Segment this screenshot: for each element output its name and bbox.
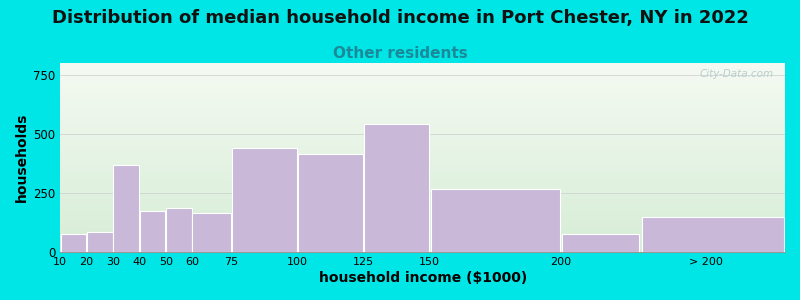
- Y-axis label: households: households: [15, 113, 29, 202]
- Bar: [430, 189, 560, 252]
- Bar: [193, 213, 231, 252]
- Bar: [140, 211, 166, 252]
- Bar: [298, 154, 362, 252]
- Bar: [642, 217, 783, 252]
- Text: City-Data.com: City-Data.com: [700, 69, 774, 79]
- Bar: [87, 232, 113, 252]
- Bar: [114, 165, 139, 252]
- Bar: [364, 124, 429, 252]
- Bar: [232, 148, 297, 252]
- X-axis label: household income ($1000): household income ($1000): [318, 271, 526, 285]
- Bar: [61, 234, 86, 252]
- Text: Other residents: Other residents: [333, 46, 467, 62]
- Text: Distribution of median household income in Port Chester, NY in 2022: Distribution of median household income …: [51, 9, 749, 27]
- Bar: [166, 208, 192, 252]
- Bar: [562, 234, 639, 252]
